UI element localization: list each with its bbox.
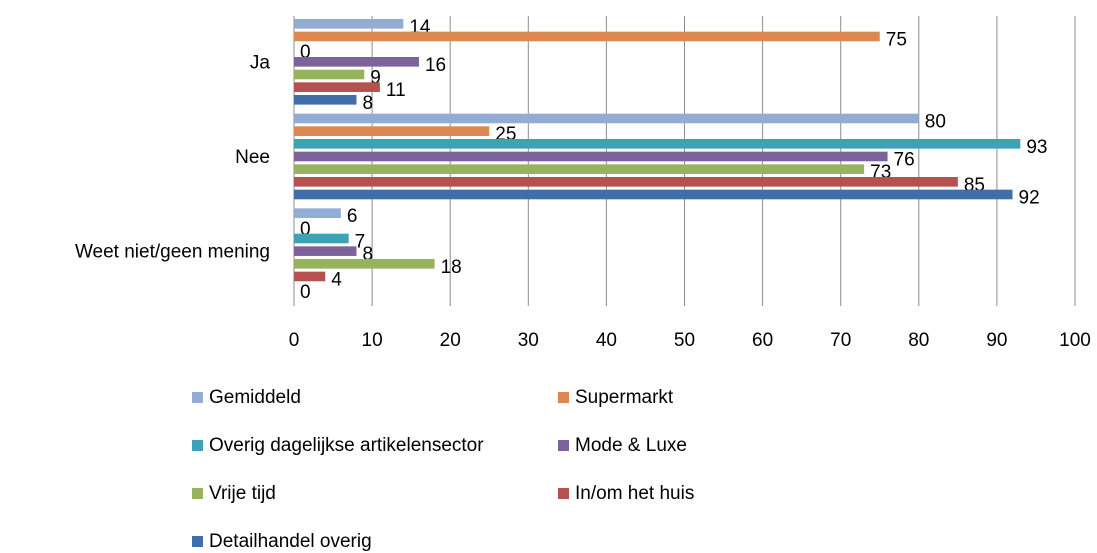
data-label: 80 xyxy=(925,111,946,132)
legend-swatch xyxy=(558,488,569,499)
x-tick-label: 60 xyxy=(752,330,773,351)
bar xyxy=(294,82,380,92)
bar xyxy=(294,189,1013,200)
data-label: 16 xyxy=(425,55,446,76)
bar xyxy=(294,246,357,256)
data-label: 9 xyxy=(370,67,381,88)
bar xyxy=(294,113,919,124)
x-tick-label: 40 xyxy=(596,330,617,351)
legend-swatch xyxy=(192,440,203,451)
legend-swatch xyxy=(192,536,203,547)
x-tick-label: 20 xyxy=(440,330,461,351)
data-label: 7 xyxy=(355,231,366,252)
data-label: 93 xyxy=(1026,137,1047,158)
y-tick-label: Weet niet/geen mening xyxy=(75,242,270,263)
bar xyxy=(294,19,404,29)
y-tick-label: Nee xyxy=(235,147,270,168)
legend-swatch xyxy=(558,440,569,451)
bar xyxy=(294,208,341,218)
data-label: 8 xyxy=(362,244,373,265)
x-tick-label: 10 xyxy=(362,330,383,351)
legend-swatch xyxy=(192,392,203,403)
data-label: 0 xyxy=(300,219,311,240)
bar xyxy=(294,126,490,136)
x-tick-label: 0 xyxy=(289,330,300,351)
data-label: 18 xyxy=(441,257,462,278)
data-label: 75 xyxy=(886,29,907,50)
data-label: 6 xyxy=(347,206,358,227)
legend-swatch xyxy=(558,392,569,403)
data-label: 76 xyxy=(894,149,915,170)
legend-label: Gemiddeld xyxy=(209,387,301,408)
bar xyxy=(294,57,419,67)
legend-label: Supermarkt xyxy=(575,387,674,408)
data-label: 8 xyxy=(362,93,373,114)
legend-swatch xyxy=(192,488,203,499)
bar xyxy=(294,151,888,162)
data-label: 0 xyxy=(300,42,311,63)
data-label: 4 xyxy=(331,269,342,290)
x-tick-label: 70 xyxy=(830,330,851,351)
bar xyxy=(294,95,357,105)
x-tick-label: 90 xyxy=(986,330,1007,351)
data-label: 92 xyxy=(1019,187,1040,208)
x-tick-label: 30 xyxy=(518,330,539,351)
bar xyxy=(294,233,349,244)
data-label: 11 xyxy=(386,80,406,101)
legend-label: In/om het huis xyxy=(575,483,694,504)
bar xyxy=(294,139,1021,149)
bar xyxy=(294,69,365,80)
legend-label: Overig dagelijkse artikelensector xyxy=(209,435,484,456)
bar xyxy=(294,177,958,187)
legend-label: Vrije tijd xyxy=(209,483,276,504)
x-tick-label: 50 xyxy=(674,330,695,351)
bar xyxy=(294,31,880,42)
data-label: 0 xyxy=(300,282,311,303)
bar xyxy=(294,271,326,282)
bar xyxy=(294,164,865,174)
legend-label: Detailhandel overig xyxy=(209,531,372,552)
bar xyxy=(294,259,435,269)
x-tick-label: 80 xyxy=(908,330,929,351)
x-tick-label: 100 xyxy=(1059,330,1091,351)
legend-label: Mode & Luxe xyxy=(575,435,687,456)
y-tick-label: Ja xyxy=(250,52,271,73)
